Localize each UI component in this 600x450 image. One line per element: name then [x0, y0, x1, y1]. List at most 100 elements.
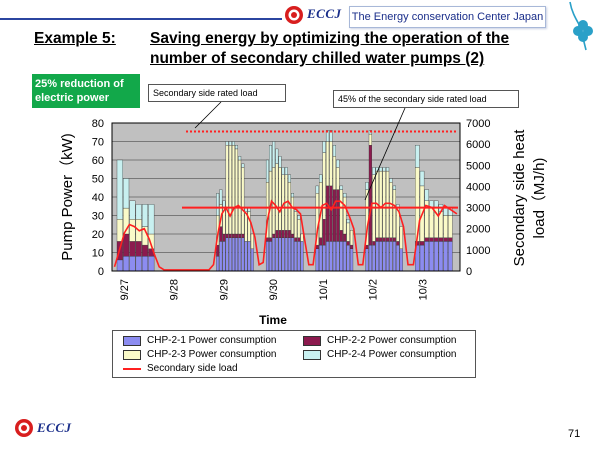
- bar-chp4: [129, 200, 136, 220]
- bar-chp1: [244, 241, 248, 272]
- x-axis-title: Time: [259, 313, 287, 327]
- bar-chp3: [228, 145, 232, 235]
- bar-chp2: [396, 241, 400, 246]
- bar-chp3: [129, 219, 136, 242]
- bar-chp2: [291, 233, 295, 238]
- bar-chp1: [379, 241, 383, 272]
- bar-chp1: [372, 244, 376, 272]
- bar-chp2: [135, 241, 142, 257]
- bar-chp3: [291, 196, 295, 235]
- y-tick-label: 60: [92, 155, 104, 167]
- bar-chp2: [228, 233, 232, 238]
- bar-chp2: [433, 237, 439, 242]
- bar-chp3: [231, 145, 235, 235]
- bar-chp1: [448, 241, 453, 272]
- bar-chp4: [148, 204, 155, 235]
- bar-chp2: [346, 241, 350, 246]
- bar-chp3: [322, 152, 326, 220]
- x-tick-label: 9/27: [119, 279, 131, 300]
- bar-chp2: [275, 230, 279, 238]
- slide-title-line-2: number of secondary chilled water pumps …: [150, 50, 485, 67]
- bar-chp2: [365, 244, 369, 249]
- bar-chp4: [419, 170, 425, 187]
- bar-chp4: [343, 193, 347, 198]
- bar-chp1: [294, 241, 298, 272]
- bar-chp4: [219, 189, 223, 205]
- header-rule: [0, 18, 282, 20]
- bar-chp2: [123, 233, 130, 257]
- bar-chp2: [389, 237, 393, 242]
- bar-chp2: [225, 233, 229, 238]
- legend-swatch-load: [123, 367, 141, 370]
- bar-chp3: [272, 167, 276, 235]
- bar-chp2: [382, 237, 386, 242]
- bar-chp1: [443, 241, 448, 272]
- y2-tick-label: 1000: [466, 245, 490, 257]
- bar-chp1: [325, 241, 330, 272]
- y-tick-label: 80: [92, 118, 104, 130]
- bar-chp3: [392, 189, 397, 238]
- y-tick-label: 70: [92, 137, 104, 149]
- bar-chp4: [225, 141, 229, 146]
- bar-chp4: [382, 167, 386, 172]
- bar-chp2: [269, 237, 273, 242]
- bar-chp2: [343, 233, 347, 242]
- bar-chp2: [265, 237, 269, 242]
- bar-chp4: [443, 207, 448, 216]
- bar-chp1: [269, 241, 273, 272]
- bar-chp1: [272, 237, 276, 272]
- bar-chp3: [238, 159, 242, 235]
- bar-chp4: [291, 193, 295, 198]
- bar-chp1: [385, 241, 390, 272]
- bar-chp1: [419, 244, 425, 272]
- legend-label-chp1: CHP-2-1 Power consumption: [147, 335, 277, 346]
- y-tick-label: 10: [92, 248, 104, 260]
- legend-swatch-chp4: [303, 349, 321, 360]
- bar-chp3: [343, 196, 347, 235]
- rated-load-arrow: [194, 101, 222, 129]
- bar-chp2: [231, 233, 235, 238]
- legend-item-chp4: CHP-2-4 Power consumption: [303, 349, 457, 360]
- bar-chp4: [235, 145, 239, 150]
- legend-item-chp3: CHP-2-3 Power consumption: [123, 349, 277, 360]
- bar-chp3: [332, 156, 337, 190]
- bar-chp1: [238, 237, 242, 272]
- bar-chp1: [228, 237, 232, 272]
- bar-chp4: [329, 130, 333, 142]
- y-tick-label: 50: [92, 174, 104, 186]
- y2-axis-title-line-1: Secondary side heat: [511, 129, 528, 267]
- eccj-footer-logo-icon: [15, 419, 33, 437]
- bar-chp1: [346, 244, 350, 272]
- bar-chp2: [319, 237, 323, 246]
- bar-chp3: [241, 167, 245, 235]
- bar-chp1: [216, 256, 220, 272]
- bar-chp2: [368, 145, 373, 246]
- bar-chp4: [287, 174, 291, 183]
- reduction-highlight: 25% reduction of electric power: [32, 74, 140, 108]
- bar-chp3: [336, 167, 340, 190]
- y2-tick-label: 4000: [466, 181, 490, 193]
- bar-chp1: [392, 241, 397, 272]
- eccj-logo-text: ECCJ: [307, 6, 342, 21]
- bar-chp1: [265, 241, 269, 272]
- bar-chp1: [339, 241, 343, 272]
- bar-chp1: [322, 244, 326, 272]
- legend-item-chp2: CHP-2-2 Power consumption: [303, 335, 457, 346]
- bar-chp4: [116, 159, 123, 220]
- bar-chp2: [294, 237, 298, 242]
- bar-chp1: [336, 241, 340, 272]
- bar-chp3: [368, 133, 373, 146]
- x-tick-label: 9/28: [169, 279, 181, 300]
- bar-chp3: [300, 233, 304, 242]
- bar-chp3: [389, 182, 393, 238]
- legend-swatch-chp1: [123, 335, 141, 346]
- bar-chp1: [247, 241, 251, 272]
- bar-chp1: [291, 237, 295, 272]
- bar-chp1: [129, 256, 136, 272]
- bar-chp2: [287, 230, 291, 238]
- bar-chp1: [222, 241, 226, 272]
- bar-chp4: [284, 167, 288, 175]
- y2-tick-label: 6000: [466, 139, 490, 151]
- bar-chp4: [281, 167, 285, 175]
